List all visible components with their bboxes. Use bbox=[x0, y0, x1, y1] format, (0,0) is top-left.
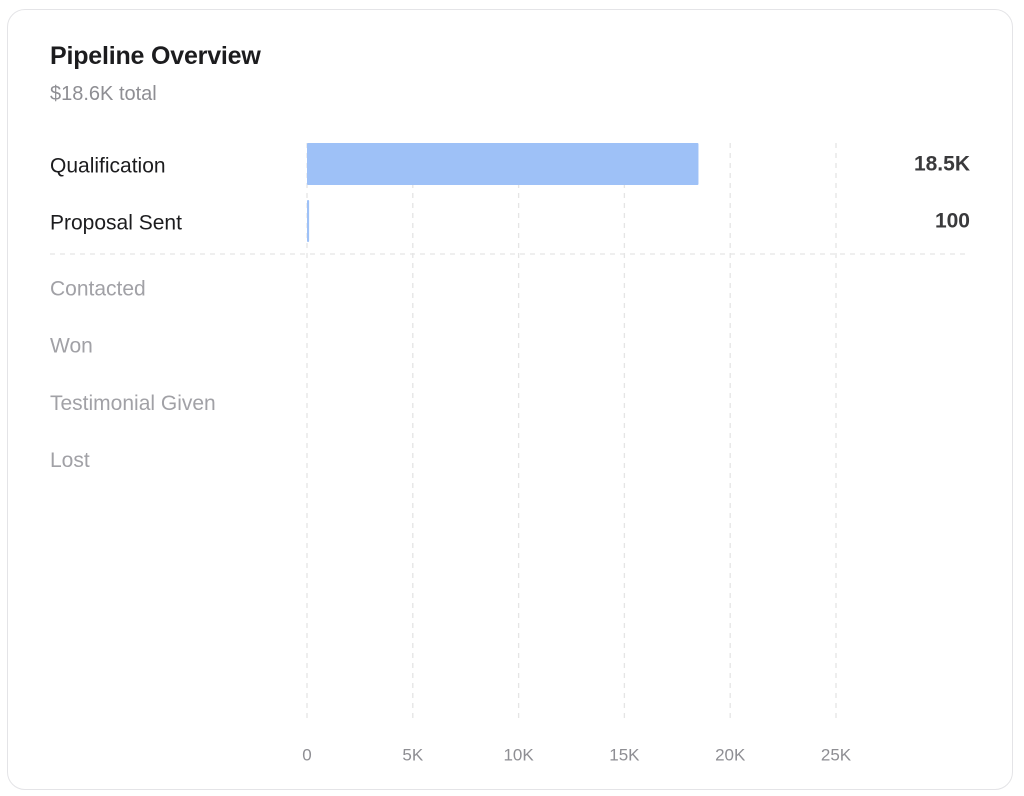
category-label-1: Proposal Sent bbox=[50, 212, 182, 235]
x-tick-label-0: 0 bbox=[302, 745, 311, 764]
x-tick-label-5: 25K bbox=[821, 745, 852, 764]
category-label-0: Qualification bbox=[50, 155, 166, 178]
x-tick-label-2: 10K bbox=[503, 745, 534, 764]
x-tick-label-1: 5K bbox=[402, 745, 423, 764]
card-subtitle-total: $18.6K total bbox=[50, 83, 157, 105]
category-label-4: Testimonial Given bbox=[50, 392, 216, 415]
pipeline-overview-card bbox=[7, 9, 1013, 790]
bar-0 bbox=[307, 143, 699, 185]
value-label-1: 100 bbox=[935, 210, 970, 233]
category-label-3: Won bbox=[50, 335, 93, 358]
category-label-5: Lost bbox=[50, 449, 90, 472]
value-label-0: 18.5K bbox=[914, 153, 970, 176]
bar-1 bbox=[307, 200, 310, 242]
x-tick-label-4: 20K bbox=[715, 745, 746, 764]
category-label-2: Contacted bbox=[50, 278, 146, 301]
x-tick-label-3: 15K bbox=[609, 745, 640, 764]
card-title: Pipeline Overview bbox=[50, 42, 261, 70]
